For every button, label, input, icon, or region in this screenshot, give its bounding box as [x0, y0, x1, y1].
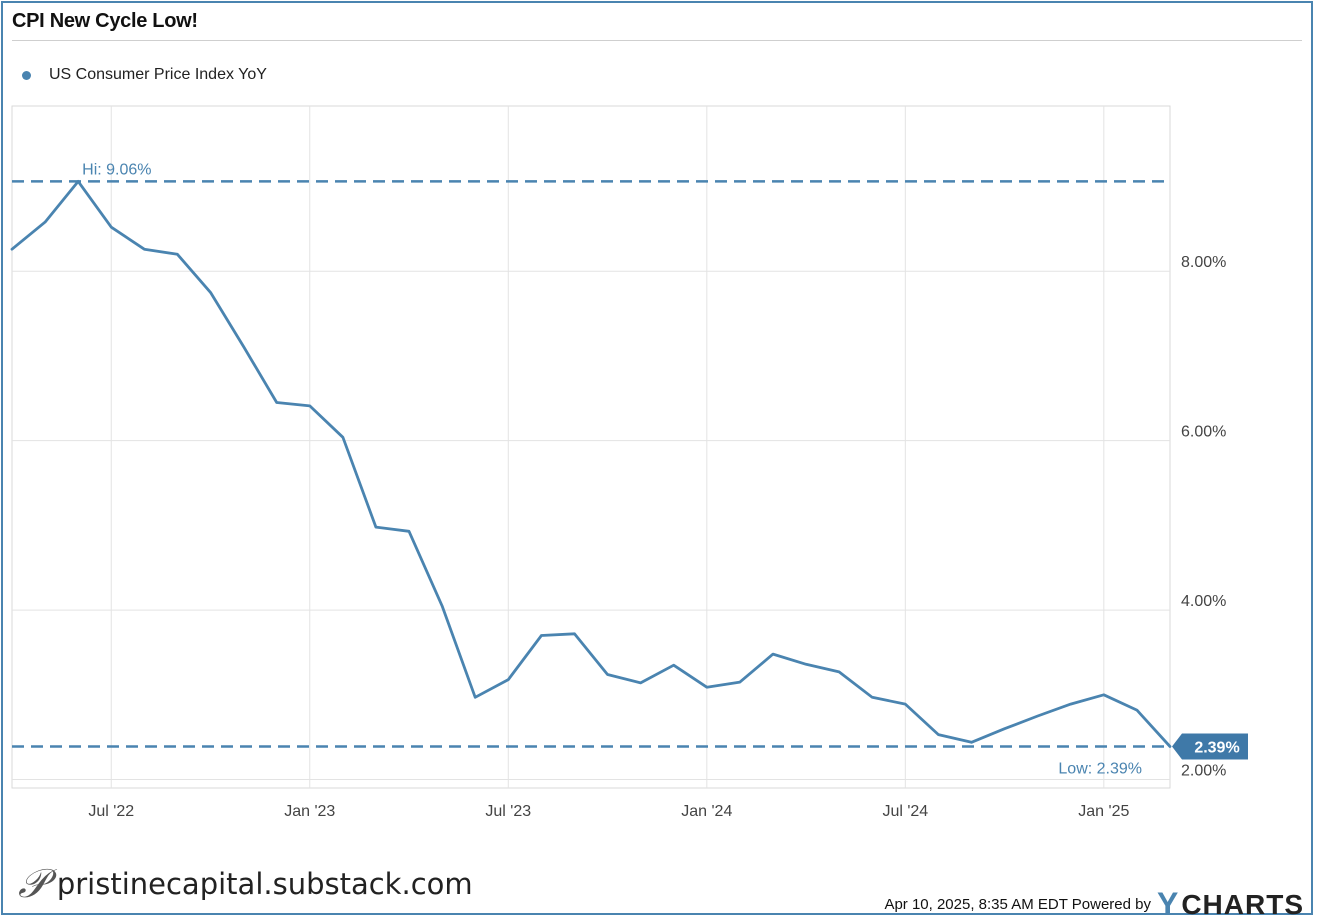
data-point	[672, 663, 676, 667]
low-annotation-label: Low: 2.39%	[1058, 760, 1142, 777]
data-point	[10, 247, 14, 251]
title-divider	[12, 40, 1302, 41]
data-point	[76, 179, 80, 183]
ycharts-brand: CHARTS	[1181, 888, 1304, 920]
ycharts-y-icon: Y	[1156, 886, 1180, 922]
footer-logo: 𝒫 pristinecapital.substack.com	[18, 864, 473, 904]
data-point	[936, 733, 940, 737]
data-point	[473, 695, 477, 699]
x-tick-label: Jul '23	[485, 803, 531, 820]
high-annotation-label: Hi: 9.06%	[82, 161, 151, 178]
chart-title: CPI New Cycle Low!	[12, 10, 198, 32]
y-tick-label: 2.00%	[1181, 763, 1226, 780]
data-point	[440, 604, 444, 608]
plot-area	[11, 105, 1171, 789]
x-tick-label: Jan '23	[284, 803, 335, 820]
x-tick-label: Jul '22	[88, 803, 134, 820]
data-point	[771, 652, 775, 656]
y-tick-label: 4.00%	[1181, 593, 1226, 610]
x-tick-label: Jan '24	[681, 803, 732, 820]
script-p-logo-icon: 𝒫	[18, 861, 47, 907]
ycharts-logo[interactable]: Y CHARTS	[1157, 886, 1304, 923]
data-point	[341, 435, 345, 439]
last-value-label: 2.39%	[1194, 739, 1239, 756]
data-point	[539, 634, 543, 638]
data-point	[969, 740, 973, 744]
data-point	[407, 529, 411, 533]
site-url: pristinecapital.substack.com	[56, 867, 473, 901]
data-point	[209, 290, 213, 294]
data-point	[1168, 744, 1172, 748]
data-point	[175, 252, 179, 256]
y-tick-label: 6.00%	[1181, 424, 1226, 441]
data-point	[374, 525, 378, 529]
y-tick-label: 8.00%	[1181, 254, 1226, 271]
data-point	[738, 680, 742, 684]
data-point	[43, 220, 47, 224]
timestamp: Apr 10, 2025, 8:35 AM EDT Powered by	[884, 896, 1151, 913]
data-point	[308, 404, 312, 408]
data-point	[804, 662, 808, 666]
data-point	[572, 632, 576, 636]
data-point	[506, 678, 510, 682]
data-point	[837, 670, 841, 674]
footer-attribution: Apr 10, 2025, 8:35 AM EDT Powered by Y C…	[884, 886, 1304, 923]
data-point	[1102, 693, 1106, 697]
data-point	[705, 685, 709, 689]
data-point	[903, 702, 907, 706]
data-point	[109, 225, 113, 229]
legend[interactable]: US Consumer Price Index YoY	[22, 66, 267, 84]
legend-label: US Consumer Price Index YoY	[49, 66, 267, 83]
data-point	[639, 681, 643, 685]
data-point	[1069, 702, 1073, 706]
x-tick-label: Jul '24	[882, 803, 928, 820]
data-point	[1003, 727, 1007, 731]
data-point	[142, 247, 146, 251]
data-point	[870, 695, 874, 699]
data-point	[1135, 708, 1139, 712]
data-point	[275, 401, 279, 405]
data-point	[1036, 714, 1040, 718]
data-point	[242, 345, 246, 349]
x-tick-label: Jan '25	[1078, 803, 1129, 820]
last-value-badge	[1172, 733, 1248, 760]
legend-marker	[22, 70, 31, 80]
data-point	[606, 672, 610, 676]
cpi-series-line	[10, 179, 1172, 748]
